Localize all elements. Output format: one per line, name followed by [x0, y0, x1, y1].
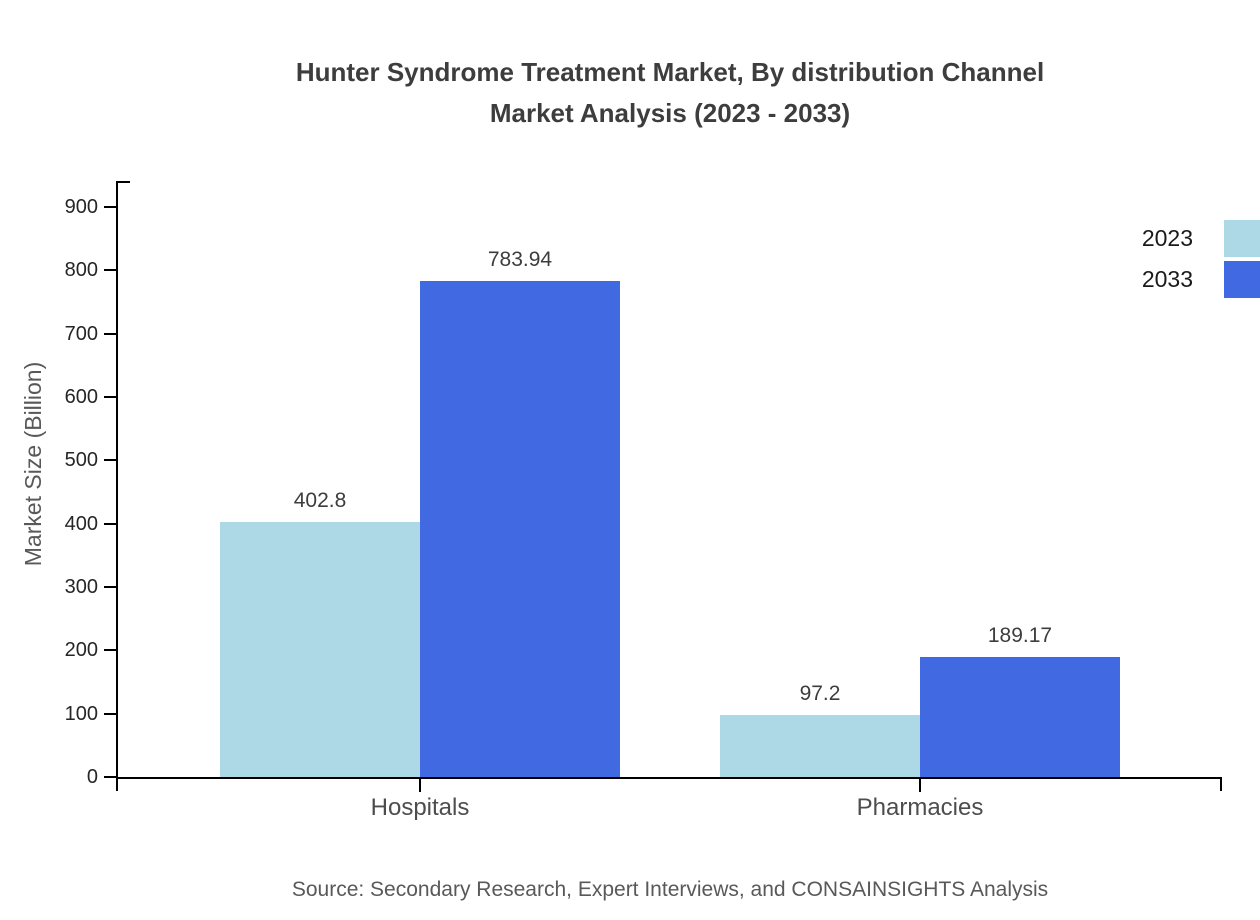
y-tick-label: 500 — [64, 449, 98, 472]
y-tick-label: 100 — [64, 702, 98, 725]
bar-value-label: 402.8 — [293, 488, 347, 512]
y-tick-mark — [104, 396, 117, 398]
y-tick-mark — [104, 522, 117, 525]
y-tick-label: 600 — [64, 386, 98, 408]
legend-swatch-2033 — [1224, 261, 1260, 298]
bar-value-label: 97.2 — [799, 682, 841, 706]
bar-value-label: 783.94 — [487, 247, 553, 271]
y-tick-mark — [104, 649, 117, 652]
y-tick-label: 900 — [64, 196, 98, 218]
x-tick-mark — [919, 779, 921, 792]
bar-2033-hospitals — [420, 280, 620, 777]
legend-swatch-2023 — [1224, 220, 1260, 257]
y-axis-line — [116, 181, 118, 791]
bar-value-label: 189.17 — [987, 624, 1053, 648]
x-axis-category-label: Hospitals — [370, 794, 470, 821]
y-tick-label: 300 — [64, 576, 98, 598]
legend-label-2023: 2023 — [1141, 225, 1193, 251]
legend-label-2033: 2033 — [1141, 266, 1193, 292]
y-tick-label: 400 — [64, 512, 98, 535]
y-tick-label: 200 — [64, 639, 98, 662]
y-tick-label: 800 — [64, 259, 98, 282]
y-tick-mark — [104, 459, 117, 462]
x-axis-line — [116, 777, 1222, 779]
chart-title-line2: Market Analysis (2023 - 2033) — [489, 98, 851, 128]
chart-title: Hunter Syndrome Treatment Market, By dis… — [80, 52, 1260, 134]
y-tick-mark — [104, 586, 117, 588]
y-tick-label: 700 — [64, 322, 98, 345]
bar-2033-pharmacies — [920, 657, 1120, 777]
x-axis-category-label: Pharmacies — [856, 794, 984, 821]
y-tick-mark — [104, 712, 117, 715]
source-note: Source: Secondary Research, Expert Inter… — [291, 878, 1049, 901]
bar-2023-pharmacies — [720, 715, 920, 777]
chart-title-line1: Hunter Syndrome Treatment Market, By dis… — [295, 57, 1045, 87]
x-axis-right-cap — [1220, 777, 1222, 791]
y-tick-mark — [104, 269, 117, 272]
y-tick-mark — [104, 332, 117, 335]
bar-2023-hospitals — [220, 521, 420, 777]
y-tick-mark — [104, 776, 117, 778]
y-tick-mark — [104, 206, 117, 208]
y-axis-top-cap — [116, 181, 130, 183]
y-tick-label: 0 — [86, 766, 98, 788]
x-tick-mark — [419, 779, 421, 792]
